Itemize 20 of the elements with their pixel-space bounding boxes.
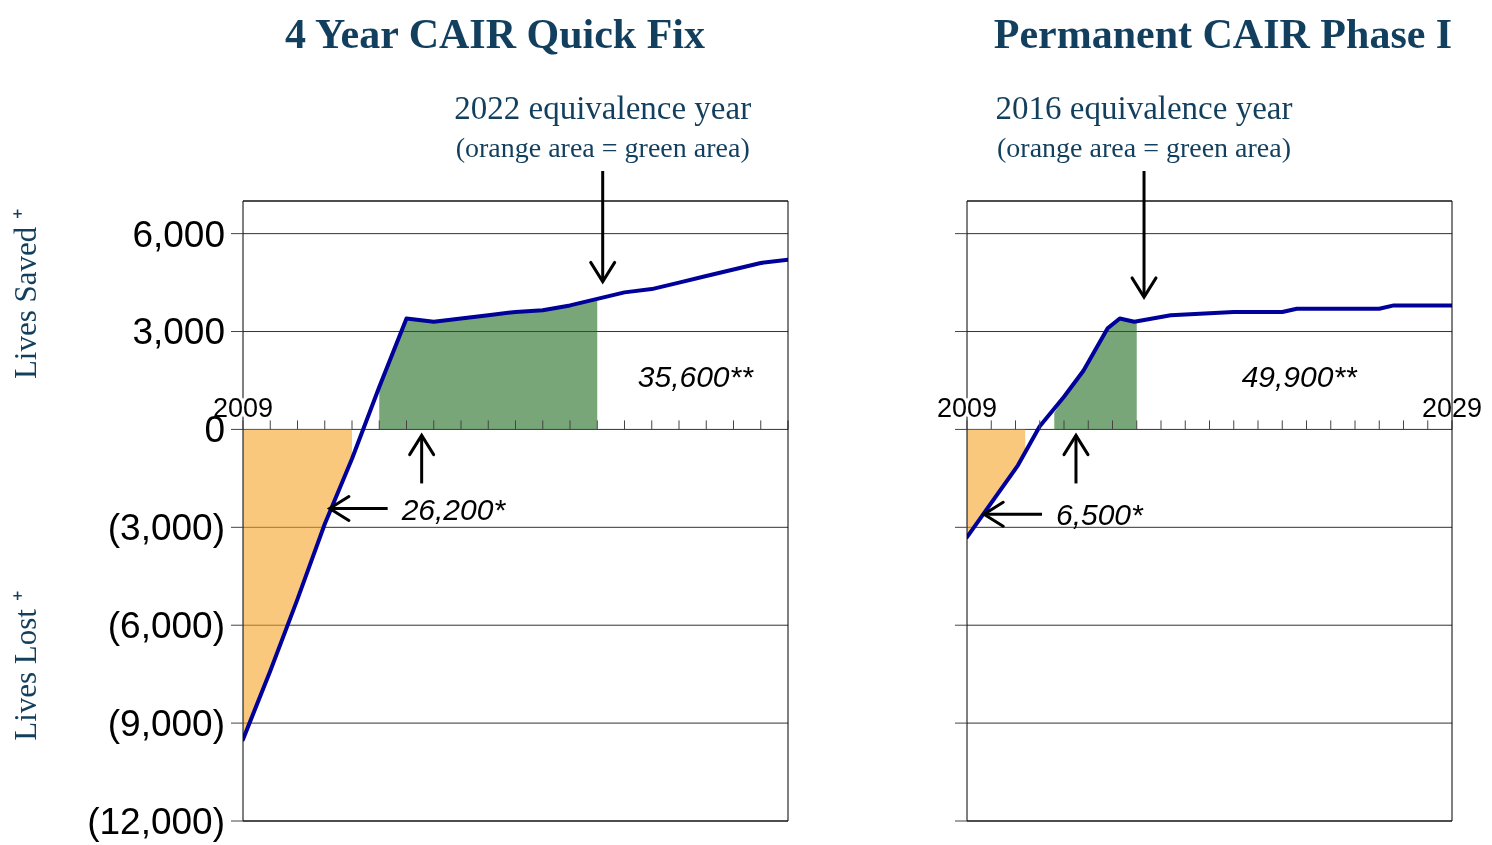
annotation: 35,600**	[637, 360, 755, 393]
y-axis-title: Lives Saved ⁺	[8, 208, 43, 380]
y-tick-label: 3,000	[132, 311, 225, 353]
y-tick-label: (9,000)	[107, 703, 225, 745]
chart-title: Permanent CAIR Phase I	[993, 11, 1453, 57]
y-tick-label: 6,000	[132, 213, 225, 255]
text: (orange area = green area)	[997, 132, 1292, 163]
annotation: 49,900**	[1241, 360, 1359, 393]
x-tick-label: 2029	[1421, 393, 1483, 424]
text: (orange area = green area)	[455, 132, 750, 163]
chart-title: 4 Year CAIR Quick Fix	[285, 11, 705, 57]
text: 2022 equivalence year	[454, 90, 752, 126]
annotation: 26,200*	[400, 492, 507, 526]
y-tick-label: (6,000)	[107, 605, 225, 647]
y-tick-label: (3,000)	[107, 507, 225, 549]
x-tick-label: 2009	[936, 393, 998, 424]
text: 2016 equivalence year	[995, 90, 1293, 126]
y-tick-label: (12,000)	[87, 800, 225, 842]
annotation: 6,500*	[1055, 498, 1145, 532]
text: Lives Lost ⁺	[8, 591, 43, 741]
